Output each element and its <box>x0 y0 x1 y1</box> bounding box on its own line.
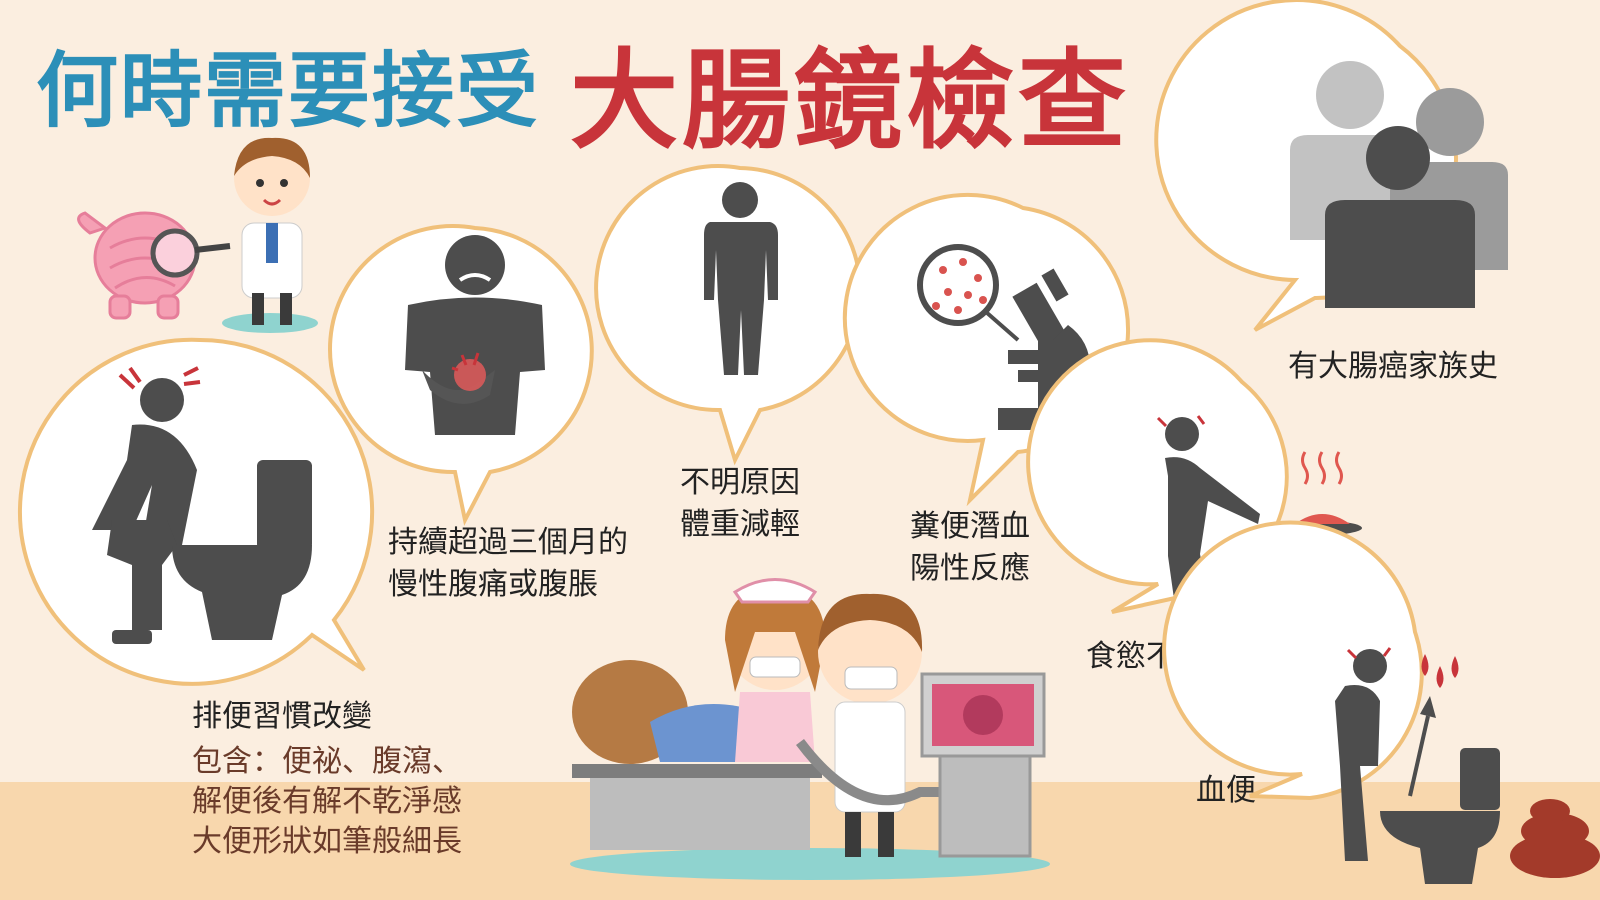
label-occult-blood-2: 陽性反應 <box>910 551 1030 586</box>
label-abdominal-pain-2: 慢性腹痛或腹脹 <box>388 567 598 602</box>
bloody-stool-icon <box>1510 799 1600 878</box>
microscope-icon <box>998 268 1108 430</box>
arrow-up-icon <box>1408 715 1430 797</box>
title-part2: 大腸鏡檢查 <box>570 39 1131 164</box>
colonoscopy-scene-illustration <box>570 578 1050 880</box>
doctor-intestine-illustration <box>77 137 318 333</box>
alert-marks-icon <box>118 366 201 390</box>
label-abdominal-pain-1: 持續超過三個月的 <box>388 525 628 560</box>
label-bloody-stool: 血便 <box>1196 773 1256 808</box>
label-weight-loss-2: 體重減輕 <box>680 507 800 542</box>
bowel-habit-detail-1: 包含：便祕、腹瀉、 <box>192 744 462 779</box>
label-occult-blood-1: 糞便潛血 <box>910 509 1030 544</box>
bowel-habit-detail-2: 解便後有解不乾淨感 <box>192 784 462 819</box>
thin-person-icon <box>704 182 778 375</box>
bubble-abdominal-pain <box>328 224 594 526</box>
label-weight-loss-1: 不明原因 <box>680 465 800 500</box>
title-part1: 何時需要接受 <box>36 44 541 139</box>
label-family-history: 有大腸癌家族史 <box>1288 349 1498 384</box>
bowel-habit-detail-3: 大便形狀如筆般細長 <box>192 824 462 859</box>
bubble-bloody-stool <box>1162 520 1600 884</box>
label-bowel-habit: 排便習慣改變 <box>192 699 372 734</box>
bubble-weight-loss <box>594 164 863 466</box>
bubble-family-history <box>1154 0 1508 332</box>
family-group-icon <box>1290 61 1508 308</box>
bubble-bowel-habit <box>17 337 375 686</box>
blood-drops-icon <box>1421 654 1459 688</box>
toilet-sitting-icon <box>92 378 312 644</box>
person-toilet-icon <box>1335 649 1500 884</box>
